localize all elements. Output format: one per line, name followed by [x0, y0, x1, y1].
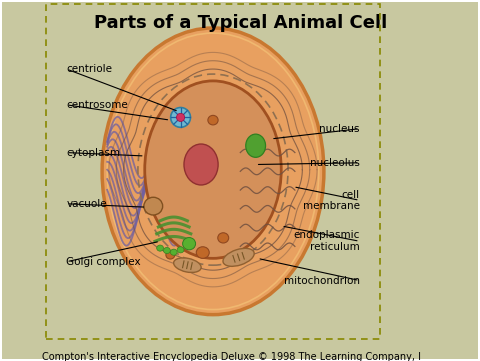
Ellipse shape	[145, 81, 281, 258]
Ellipse shape	[208, 116, 218, 125]
Ellipse shape	[171, 108, 191, 127]
Ellipse shape	[156, 245, 164, 251]
Text: nucleolus: nucleolus	[310, 158, 360, 168]
Text: centriole: centriole	[66, 64, 112, 74]
Ellipse shape	[177, 247, 184, 253]
Ellipse shape	[166, 251, 175, 259]
Ellipse shape	[174, 258, 201, 273]
Ellipse shape	[196, 247, 209, 258]
Ellipse shape	[246, 134, 265, 157]
Ellipse shape	[177, 113, 185, 122]
Text: Golgi complex: Golgi complex	[66, 257, 141, 267]
Ellipse shape	[170, 249, 177, 255]
Text: vacuole: vacuole	[66, 199, 107, 209]
Text: endoplasmic
reticulum: endoplasmic reticulum	[293, 230, 360, 252]
Text: nucleus: nucleus	[319, 124, 360, 134]
Text: centrosome: centrosome	[66, 100, 128, 110]
Text: mitochondrion: mitochondrion	[284, 275, 360, 286]
Ellipse shape	[184, 144, 218, 185]
Text: cytoplasm: cytoplasm	[66, 148, 120, 157]
Text: Parts of a Typical Animal Cell: Parts of a Typical Animal Cell	[94, 14, 387, 32]
Ellipse shape	[218, 233, 228, 243]
Text: Compton's Interactive Encyclopedia Deluxe © 1998 The Learning Company, I: Compton's Interactive Encyclopedia Delux…	[42, 352, 421, 361]
Ellipse shape	[164, 247, 170, 253]
Ellipse shape	[223, 248, 254, 266]
Ellipse shape	[102, 28, 324, 315]
Text: cell
membrane: cell membrane	[303, 190, 360, 211]
Ellipse shape	[144, 197, 163, 215]
Ellipse shape	[182, 238, 195, 250]
